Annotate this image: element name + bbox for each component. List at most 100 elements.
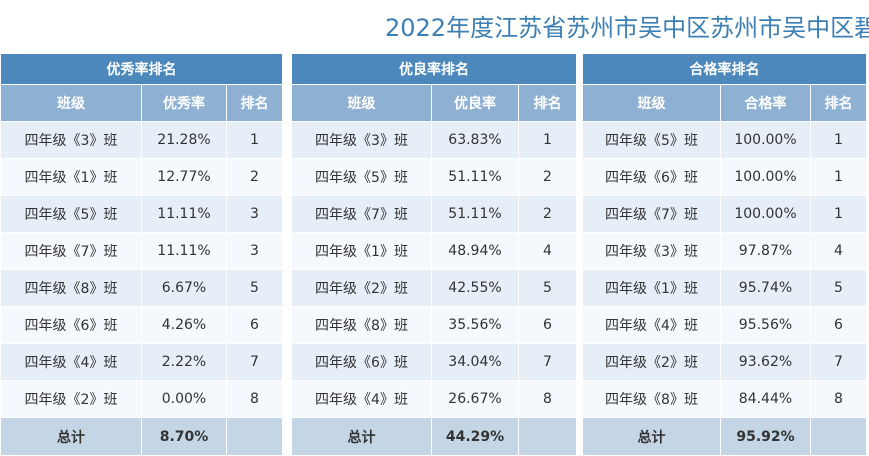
cell: 四年级《3》班 <box>291 121 432 159</box>
cell: 四年级《1》班 <box>0 158 142 196</box>
data-row: 四年级《4》班 2.22% 7 <box>0 343 284 381</box>
data-row: 四年级《7》班 51.11% 2 <box>291 195 578 233</box>
data-row: 四年级《5》班 11.11% 3 <box>0 195 284 233</box>
cell: 42.55% <box>431 269 519 307</box>
data-row: 四年级《3》班 63.83% 1 <box>291 121 578 159</box>
cell: 四年级《2》班 <box>582 343 721 381</box>
total-cell: 44.29% <box>431 417 519 456</box>
cell: 8 <box>809 380 868 418</box>
column-header: 班级 <box>291 84 432 122</box>
cell: 63.83% <box>431 121 519 159</box>
cell: 6.67% <box>141 269 227 307</box>
total-row: 总计 44.29% <box>291 417 578 456</box>
cell: 6 <box>809 306 868 344</box>
cell: 93.62% <box>720 343 811 381</box>
cell: 21.28% <box>141 121 227 159</box>
cell: 四年级《2》班 <box>291 269 432 307</box>
total-row: 总计 8.70% <box>0 417 284 456</box>
cell: 84.44% <box>720 380 811 418</box>
data-row: 四年级《8》班 35.56% 6 <box>291 306 578 344</box>
data-row: 四年级《6》班 100.00% 1 <box>582 158 868 196</box>
cell: 51.11% <box>431 195 519 233</box>
cell: 7 <box>809 343 868 381</box>
column-header: 合格率 <box>720 84 811 122</box>
cell: 35.56% <box>431 306 519 344</box>
cell: 四年级《3》班 <box>0 121 142 159</box>
total-cell: 总计 <box>582 417 721 456</box>
header-row: 班级 优秀率 排名 <box>0 84 284 122</box>
column-header: 优良率 <box>431 84 519 122</box>
header-row: 班级 合格率 排名 <box>582 84 868 122</box>
cell: 1 <box>809 121 868 159</box>
cell: 1 <box>225 121 284 159</box>
cell: 3 <box>225 195 284 233</box>
data-row: 四年级《1》班 48.94% 4 <box>291 232 578 270</box>
data-row: 四年级《6》班 34.04% 7 <box>291 343 578 381</box>
caption-row: 合格率排名 <box>581 53 868 85</box>
rank-table: 合格率排名 班级 合格率 排名 四年级《5》班 100.00% 1 四年级《6》班 100.00… <box>581 53 868 456</box>
cell: 四年级《8》班 <box>291 306 432 344</box>
cell: 四年级《1》班 <box>582 269 721 307</box>
cell: 四年级《2》班 <box>0 380 142 418</box>
data-row: 四年级《2》班 0.00% 8 <box>0 380 284 418</box>
cell: 2.22% <box>141 343 227 381</box>
cell: 95.56% <box>720 306 811 344</box>
column-header: 排名 <box>225 84 284 122</box>
cell: 4 <box>517 232 578 270</box>
table-caption: 优秀率排名 <box>0 53 284 85</box>
cell: 四年级《1》班 <box>291 232 432 270</box>
cell: 四年级《4》班 <box>0 343 142 381</box>
cell: 5 <box>225 269 284 307</box>
cell: 四年级《5》班 <box>582 121 721 159</box>
cell: 12.77% <box>141 158 227 196</box>
rank-table: 优良率排名 班级 优良率 排名 四年级《3》班 63.83% 1 四年级《5》班 51.11% 2… <box>290 53 578 456</box>
data-row: 四年级《3》班 21.28% 1 <box>0 121 284 159</box>
cell: 8 <box>225 380 284 418</box>
page-title: 2022年度江苏省苏州市吴中区苏州市吴中区碧 <box>385 14 869 42</box>
cell: 8 <box>517 380 578 418</box>
cell: 34.04% <box>431 343 519 381</box>
cell: 四年级《3》班 <box>582 232 721 270</box>
cell: 5 <box>517 269 578 307</box>
cell: 四年级《7》班 <box>0 232 142 270</box>
column-header: 班级 <box>0 84 142 122</box>
total-empty <box>809 417 868 456</box>
table-caption: 合格率排名 <box>581 53 868 85</box>
cell: 3 <box>225 232 284 270</box>
cell: 四年级《5》班 <box>291 158 432 196</box>
cell: 四年级《6》班 <box>582 158 721 196</box>
cell: 100.00% <box>720 121 811 159</box>
rank-table: 优秀率排名 班级 优秀率 排名 四年级《3》班 21.28% 1 四年级《1》班 12.77% 2… <box>0 53 284 456</box>
data-row: 四年级《1》班 95.74% 5 <box>582 269 868 307</box>
cell: 四年级《4》班 <box>291 380 432 418</box>
cell: 四年级《5》班 <box>0 195 142 233</box>
data-row: 四年级《6》班 4.26% 6 <box>0 306 284 344</box>
cell: 四年级《7》班 <box>582 195 721 233</box>
table-caption: 优良率排名 <box>290 53 578 85</box>
cell: 7 <box>517 343 578 381</box>
total-cell: 95.92% <box>720 417 811 456</box>
total-empty <box>517 417 578 456</box>
cell: 0.00% <box>141 380 227 418</box>
data-row: 四年级《7》班 11.11% 3 <box>0 232 284 270</box>
cell: 1 <box>809 195 868 233</box>
caption-row: 优秀率排名 <box>0 53 284 85</box>
header-row: 班级 优良率 排名 <box>291 84 578 122</box>
data-row: 四年级《4》班 95.56% 6 <box>582 306 868 344</box>
cell: 四年级《8》班 <box>582 380 721 418</box>
cell: 7 <box>225 343 284 381</box>
cell: 四年级《4》班 <box>582 306 721 344</box>
data-row: 四年级《3》班 97.87% 4 <box>582 232 868 270</box>
cell: 四年级《6》班 <box>0 306 142 344</box>
cell: 11.11% <box>141 232 227 270</box>
cell: 11.11% <box>141 195 227 233</box>
cell: 97.87% <box>720 232 811 270</box>
caption-row: 优良率排名 <box>290 53 578 85</box>
cell: 6 <box>517 306 578 344</box>
column-header: 排名 <box>517 84 578 122</box>
data-row: 四年级《2》班 93.62% 7 <box>582 343 868 381</box>
column-header: 优秀率 <box>141 84 227 122</box>
column-header: 排名 <box>809 84 868 122</box>
cell: 2 <box>517 195 578 233</box>
